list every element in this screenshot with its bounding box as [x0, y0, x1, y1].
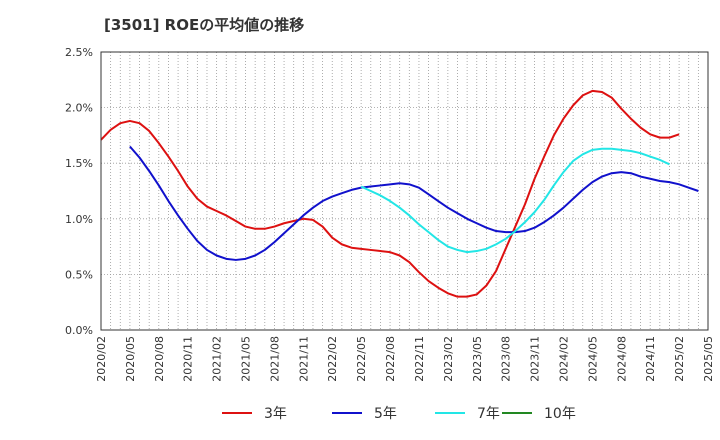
y-tick-label: 2.5%: [65, 46, 93, 59]
x-tick-label: 2021/05: [240, 336, 253, 382]
y-tick-label: 0.0%: [65, 324, 93, 337]
x-tick-label: 2023/05: [471, 336, 484, 382]
x-tick-label: 2021/08: [268, 336, 281, 382]
x-axis-ticks: 2020/02 2020/05 2020/08 2020/11 2021/02 2021/…: [95, 336, 715, 382]
chart-title: [3501] ROEの平均値の推移: [104, 16, 305, 34]
y-axis-ticks: 0.0% 0.5% 1.0% 1.5% 2.0% 2.5%: [65, 46, 93, 337]
x-tick-label: 2024/11: [644, 336, 657, 382]
x-tick-label: 2020/02: [95, 336, 108, 382]
x-tick-label: 2023/11: [529, 336, 542, 382]
legend-label-3: 10年: [544, 406, 576, 422]
legend: 3年 5年 7年 10年: [222, 406, 576, 422]
series-lines: [100, 89, 699, 298]
x-tick-label: 2022/02: [326, 336, 339, 382]
x-tick-label: 2020/05: [124, 336, 137, 382]
series-line-2: [360, 147, 670, 254]
y-tick-label: 2.0%: [65, 102, 93, 115]
plot-frame: [100, 51, 709, 331]
legend-label-0: 3年: [264, 406, 287, 422]
y-tick-label: 1.0%: [65, 213, 93, 226]
x-tick-label: 2023/02: [442, 336, 455, 382]
x-tick-label: 2024/08: [615, 336, 628, 382]
x-tick-label: 2022/05: [355, 336, 368, 382]
x-tick-label: 2024/05: [586, 336, 599, 382]
y-tick-label: 1.5%: [65, 157, 93, 170]
y-tick-label: 0.5%: [65, 268, 93, 281]
x-tick-label: 2025/02: [673, 336, 686, 382]
series-line-1: [129, 145, 699, 261]
legend-label-1: 5年: [374, 406, 397, 422]
plot-background: [101, 52, 708, 330]
series-line-0: [100, 89, 680, 298]
x-tick-label: 2022/11: [413, 336, 426, 382]
x-tick-label: 2024/02: [557, 336, 570, 382]
x-tick-label: 2021/02: [211, 336, 224, 382]
legend-label-2: 7年: [477, 406, 500, 422]
x-tick-label: 2021/11: [297, 336, 310, 382]
x-tick-label: 2020/08: [153, 336, 166, 382]
x-tick-label: 2020/11: [182, 336, 195, 382]
x-tick-label: 2025/05: [702, 336, 715, 382]
x-tick-label: 2023/08: [500, 336, 513, 382]
x-tick-label: 2022/08: [384, 336, 397, 382]
